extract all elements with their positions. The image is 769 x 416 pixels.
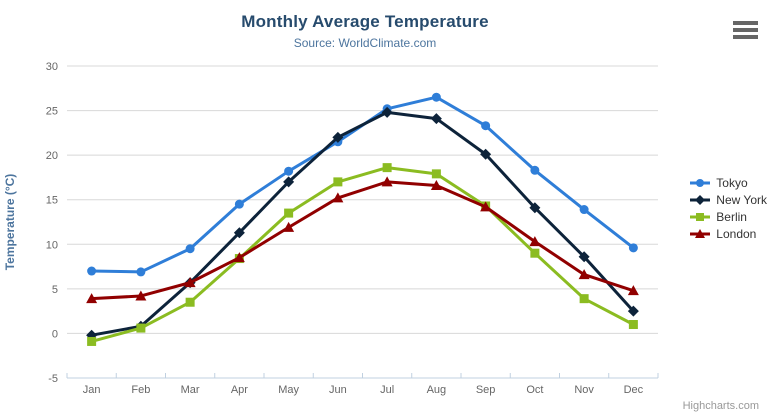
x-axis-label: May (278, 384, 299, 396)
series-new-york-point[interactable] (233, 227, 245, 239)
legend-item-new-york[interactable]: New York (689, 191, 767, 208)
chart-title: Monthly Average Temperature (241, 12, 489, 31)
series-london-point[interactable] (184, 277, 196, 288)
y-axis-label: 10 (46, 239, 58, 251)
series-london-point[interactable] (381, 176, 393, 187)
y-axis-title: Temperature (°C) (3, 174, 17, 271)
new-york-diamond-icon (690, 194, 711, 205)
legend-item-berlin[interactable]: Berlin (689, 208, 767, 225)
series-new-york-point[interactable] (430, 113, 442, 125)
credits-link[interactable]: Highcharts.com (682, 400, 759, 412)
series-berlin-point[interactable] (431, 169, 441, 179)
series-london-point[interactable] (233, 252, 245, 263)
series-new-york (86, 106, 639, 341)
series-london-point[interactable] (529, 236, 541, 247)
series-new-york-point[interactable] (332, 131, 344, 143)
series-berlin-point[interactable] (284, 208, 294, 218)
series-berlin-point[interactable] (530, 248, 540, 258)
x-axis-label: Sep (476, 384, 496, 396)
series-new-york-point[interactable] (529, 202, 541, 214)
series-london-point[interactable] (86, 293, 98, 304)
series-berlin-line[interactable] (90, 166, 635, 343)
series-new-york-point[interactable] (480, 148, 492, 160)
x-axis-label: Oct (526, 384, 543, 396)
series-tokyo-point[interactable] (579, 205, 589, 215)
y-axis-label: 20 (46, 150, 58, 162)
x-axis-label: Apr (231, 384, 248, 396)
x-axis-label: Mar (181, 384, 200, 396)
series-tokyo-point[interactable] (431, 92, 441, 102)
berlin-square-icon (690, 212, 711, 221)
legend-label: Tokyo (716, 175, 748, 190)
menu-bar (732, 28, 758, 32)
y-axis-label: 15 (46, 195, 58, 207)
series-tokyo-point[interactable] (234, 199, 244, 209)
series-london (86, 176, 639, 304)
series-london-point[interactable] (332, 192, 344, 203)
series-layer (86, 92, 639, 346)
series-london-point[interactable] (578, 269, 590, 280)
series-new-york-line[interactable] (90, 110, 635, 337)
series-berlin-point[interactable] (333, 177, 343, 187)
y-axis-label: 5 (52, 284, 58, 296)
x-axis-label: Jun (329, 384, 347, 396)
x-axis-label: Jul (380, 384, 394, 396)
series-tokyo (87, 92, 638, 277)
legend-marker-london (695, 228, 706, 238)
legend: Tokyo New York Berlin London (689, 174, 767, 242)
series-berlin-point[interactable] (136, 323, 146, 333)
y-axis-label: 30 (46, 61, 58, 73)
series-berlin-point[interactable] (579, 294, 589, 304)
london-triangle-icon (690, 228, 711, 238)
x-axis-label: Nov (574, 384, 594, 396)
legend-marker-tokyo (696, 178, 705, 187)
series-tokyo-point[interactable] (185, 244, 195, 254)
series-berlin-point[interactable] (382, 163, 392, 173)
y-axis-label: 0 (52, 328, 58, 340)
y-axis-label: 25 (46, 106, 58, 118)
x-axis-label: Jan (83, 384, 101, 396)
series-tokyo-point[interactable] (284, 166, 294, 176)
menu-bar (732, 35, 758, 39)
series-tokyo-point[interactable] (481, 121, 491, 131)
series-tokyo-point[interactable] (87, 266, 97, 276)
legend-label: London (716, 226, 757, 241)
series-berlin-point[interactable] (628, 320, 638, 330)
series-london-point[interactable] (430, 179, 442, 190)
series-london-point[interactable] (135, 290, 147, 301)
x-axis-label: Aug (427, 384, 447, 396)
legend-marker-new-york (695, 194, 706, 205)
series-berlin-point[interactable] (87, 336, 97, 346)
menu-bar (732, 21, 758, 25)
legend-label: New York (716, 192, 767, 207)
series-new-york-point[interactable] (578, 251, 590, 263)
series-tokyo-point[interactable] (530, 165, 540, 175)
series-tokyo-point[interactable] (136, 267, 146, 277)
legend-label: Berlin (716, 209, 747, 224)
y-axis-label: -5 (48, 373, 58, 385)
series-new-york-point[interactable] (627, 305, 639, 317)
series-tokyo-point[interactable] (628, 243, 638, 253)
hamburger-menu-icon[interactable] (731, 19, 759, 41)
legend-item-tokyo[interactable]: Tokyo (689, 174, 767, 191)
series-new-york-point[interactable] (283, 176, 295, 188)
series-new-york-point[interactable] (381, 106, 393, 118)
x-axis-label: Dec (624, 384, 644, 396)
series-london-point[interactable] (283, 221, 295, 232)
series-london-point[interactable] (627, 285, 639, 296)
tokyo-circle-icon (690, 178, 711, 187)
axis-layer: -5 0 5 10 15 20 25 30 Jan Feb Mar Apr May Jun Jul Aug Se… (46, 61, 659, 396)
legend-item-london[interactable]: London (689, 225, 767, 242)
legend-marker-berlin (696, 212, 705, 221)
chart-subtitle: Source: WorldClimate.com (293, 36, 437, 50)
x-axis-label: Feb (131, 384, 150, 396)
series-london-point[interactable] (480, 201, 492, 212)
series-london-line[interactable] (90, 180, 635, 301)
series-berlin-point[interactable] (185, 297, 195, 307)
